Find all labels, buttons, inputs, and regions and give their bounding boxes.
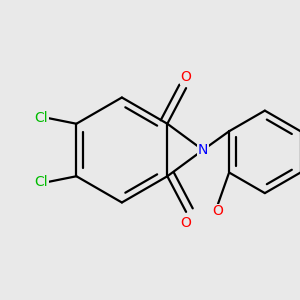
Text: O: O bbox=[181, 216, 191, 230]
Text: O: O bbox=[212, 204, 223, 218]
Text: O: O bbox=[181, 70, 191, 84]
Text: N: N bbox=[198, 143, 208, 157]
Text: Cl: Cl bbox=[35, 175, 48, 189]
Text: Cl: Cl bbox=[35, 111, 48, 125]
